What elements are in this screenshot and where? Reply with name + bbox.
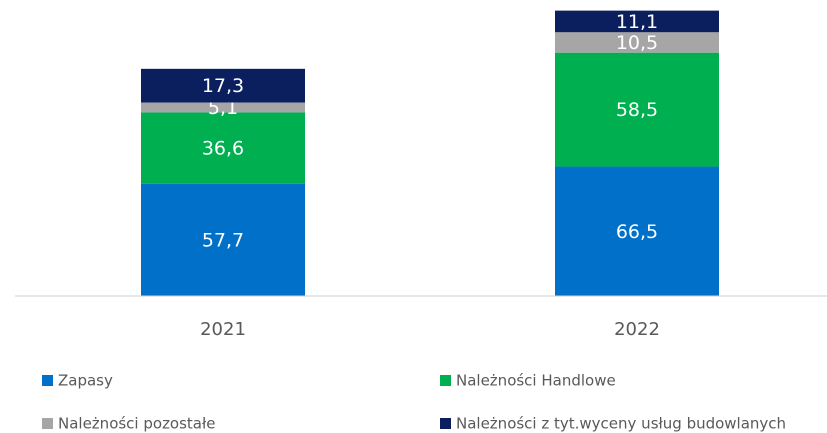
bar-segment bbox=[555, 10, 719, 33]
x-tick-label: 2022 bbox=[614, 319, 660, 340]
bar-segment bbox=[141, 68, 305, 103]
value-label: 17,3 bbox=[202, 75, 244, 97]
value-label: 11,1 bbox=[616, 11, 658, 33]
bar-segment bbox=[555, 166, 719, 296]
legend-label: Należności pozostałe bbox=[58, 415, 216, 433]
bar-segment bbox=[141, 102, 305, 113]
legend-swatch bbox=[440, 375, 451, 386]
legend-swatch bbox=[42, 375, 53, 386]
value-label: 57,7 bbox=[202, 229, 244, 251]
legend-label: Należności Handlowe bbox=[456, 372, 616, 390]
value-label: 58,5 bbox=[616, 99, 658, 121]
bar-segment bbox=[555, 52, 719, 167]
legend-label: Zapasy bbox=[58, 372, 113, 390]
value-label: 66,5 bbox=[616, 221, 658, 243]
bar-segment bbox=[141, 112, 305, 184]
legend-swatch bbox=[42, 418, 53, 429]
value-label: 10,5 bbox=[616, 32, 658, 54]
x-tick-label: 2021 bbox=[200, 319, 246, 340]
legend-label: Należności z tyt.wyceny usług budowlanyc… bbox=[456, 415, 786, 433]
legend-swatch bbox=[440, 418, 451, 429]
value-label: 36,6 bbox=[202, 138, 244, 160]
bar-segment bbox=[141, 183, 305, 296]
bar-segment bbox=[555, 32, 719, 53]
